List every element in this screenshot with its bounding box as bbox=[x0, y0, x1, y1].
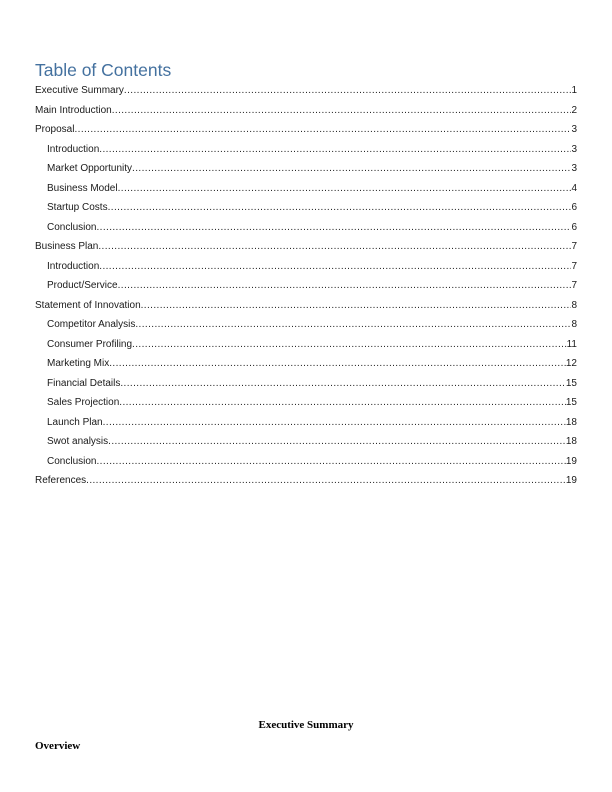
toc-entry[interactable]: Conclusion .............................… bbox=[35, 218, 577, 238]
toc-leader-dots: ........................................… bbox=[120, 377, 566, 389]
toc-entry-label: Statement of Innovation bbox=[35, 299, 141, 311]
toc-entry-label: Product/Service bbox=[47, 280, 118, 291]
toc-leader-dots: ........................................… bbox=[117, 280, 572, 291]
toc-entry[interactable]: Statement of Innovation ................… bbox=[35, 296, 577, 316]
toc-entry-label: Executive Summary bbox=[35, 85, 124, 96]
toc-entry-label: Marketing Mix bbox=[47, 358, 110, 369]
toc-leader-dots: ........................................… bbox=[98, 241, 572, 252]
toc-entry-page-number: 4 bbox=[571, 182, 577, 194]
toc-entry-page-number: 15 bbox=[565, 397, 577, 408]
toc-entry-page-number: 8 bbox=[571, 319, 577, 330]
toc-entry-label: Main Introduction bbox=[35, 104, 112, 116]
toc-leader-dots: ........................................… bbox=[111, 104, 572, 116]
toc-entry[interactable]: Introduction ...........................… bbox=[35, 140, 577, 160]
toc-entry[interactable]: Product/Service ........................… bbox=[35, 276, 577, 296]
toc-entry-page-number: 1 bbox=[571, 85, 577, 96]
toc-entry[interactable]: Competitor Analysis ....................… bbox=[35, 315, 577, 335]
toc-entry-label: Startup Costs bbox=[47, 202, 108, 213]
toc-leader-dots: ........................................… bbox=[132, 163, 572, 174]
toc-leader-dots: ........................................… bbox=[99, 260, 572, 272]
toc-entry[interactable]: Swot analysis ..........................… bbox=[35, 432, 577, 452]
toc-entry-label: References bbox=[35, 475, 87, 486]
toc-entry-page-number: 2 bbox=[571, 104, 577, 116]
toc-entry-page-number: 19 bbox=[565, 475, 577, 486]
toc-entry-page-number: 12 bbox=[565, 358, 577, 369]
toc-entry-page-number: 3 bbox=[571, 163, 577, 174]
toc-entry-page-number: 11 bbox=[566, 338, 577, 350]
toc-entry-label: Market Opportunity bbox=[47, 163, 133, 174]
toc-entry[interactable]: Market Opportunity .....................… bbox=[35, 159, 577, 179]
toc-entry-label: Financial Details bbox=[47, 377, 121, 389]
toc-leader-dots: ........................................… bbox=[135, 319, 572, 330]
toc-leader-dots: ........................................… bbox=[96, 221, 572, 233]
section-heading-executive-summary: Executive Summary bbox=[258, 719, 354, 731]
toc-entry-label: Swot analysis bbox=[47, 436, 109, 447]
toc-list: Executive Summary ......................… bbox=[35, 81, 577, 491]
toc-leader-dots: ........................................… bbox=[123, 85, 572, 96]
toc-entry[interactable]: Financial Details ......................… bbox=[35, 374, 577, 394]
toc-entry-label: Consumer Profiling bbox=[47, 338, 133, 350]
toc-entry-page-number: 6 bbox=[571, 202, 577, 213]
toc-leader-dots: ........................................… bbox=[119, 397, 566, 408]
toc-leader-dots: ........................................… bbox=[132, 338, 567, 350]
toc-entry-label: Introduction bbox=[47, 260, 100, 272]
toc-entry-label: Sales Projection bbox=[47, 397, 120, 408]
toc-entry[interactable]: Business Model .........................… bbox=[35, 179, 577, 199]
toc-entry-label: Competitor Analysis bbox=[47, 319, 136, 330]
toc-leader-dots: ........................................… bbox=[102, 416, 566, 428]
toc-entry-page-number: 18 bbox=[565, 416, 577, 428]
toc-entry[interactable]: Marketing Mix ..........................… bbox=[35, 354, 577, 374]
toc-entry[interactable]: References .............................… bbox=[35, 471, 577, 491]
toc-entry[interactable]: Executive Summary ......................… bbox=[35, 81, 577, 101]
toc-entry-label: Introduction bbox=[47, 143, 100, 155]
toc-entry[interactable]: Main Introduction ......................… bbox=[35, 101, 577, 121]
toc-leader-dots: ........................................… bbox=[140, 299, 572, 311]
toc-leader-dots: ........................................… bbox=[108, 436, 566, 447]
toc-entry-page-number: 7 bbox=[571, 280, 577, 291]
toc-leader-dots: ........................................… bbox=[74, 124, 571, 135]
toc-leader-dots: ........................................… bbox=[117, 182, 572, 194]
toc-entry-page-number: 7 bbox=[571, 241, 577, 252]
toc-entry[interactable]: Proposal ...............................… bbox=[35, 120, 577, 140]
toc-leader-dots: ........................................… bbox=[107, 202, 572, 213]
toc-entry[interactable]: Sales Projection .......................… bbox=[35, 393, 577, 413]
toc-entry-page-number: 3 bbox=[571, 124, 577, 135]
toc-entry-label: Business Plan bbox=[35, 241, 99, 252]
toc-entry-page-number: 3 bbox=[571, 143, 577, 155]
toc-leader-dots: ........................................… bbox=[99, 143, 572, 155]
toc-entry-page-number: 7 bbox=[571, 260, 577, 272]
toc-entry[interactable]: Introduction ...........................… bbox=[35, 257, 577, 277]
toc-entry-page-number: 19 bbox=[565, 455, 577, 467]
toc-leader-dots: ........................................… bbox=[86, 475, 566, 486]
toc-entry-page-number: 6 bbox=[571, 221, 577, 233]
toc-entry[interactable]: Business Plan ..........................… bbox=[35, 237, 577, 257]
toc-entry-page-number: 15 bbox=[565, 377, 577, 389]
toc-entry-label: Conclusion bbox=[47, 221, 97, 233]
toc-entry-page-number: 18 bbox=[565, 436, 577, 447]
toc-leader-dots: ........................................… bbox=[109, 358, 566, 369]
toc-entry-label: Conclusion bbox=[47, 455, 97, 467]
toc-entry[interactable]: Launch Plan ............................… bbox=[35, 413, 577, 433]
toc-entry-label: Business Model bbox=[47, 182, 118, 194]
toc-entry[interactable]: Startup Costs ..........................… bbox=[35, 198, 577, 218]
toc-entry-label: Launch Plan bbox=[47, 416, 103, 428]
toc-leader-dots: ........................................… bbox=[96, 455, 566, 467]
toc-entry[interactable]: Conclusion .............................… bbox=[35, 452, 577, 472]
toc-heading: Table of Contents bbox=[35, 60, 172, 80]
subsection-heading-overview: Overview bbox=[35, 740, 81, 752]
toc-entry-label: Proposal bbox=[35, 124, 75, 135]
toc-entry-page-number: 8 bbox=[571, 299, 577, 311]
toc-entry[interactable]: Consumer Profiling .....................… bbox=[35, 335, 577, 355]
